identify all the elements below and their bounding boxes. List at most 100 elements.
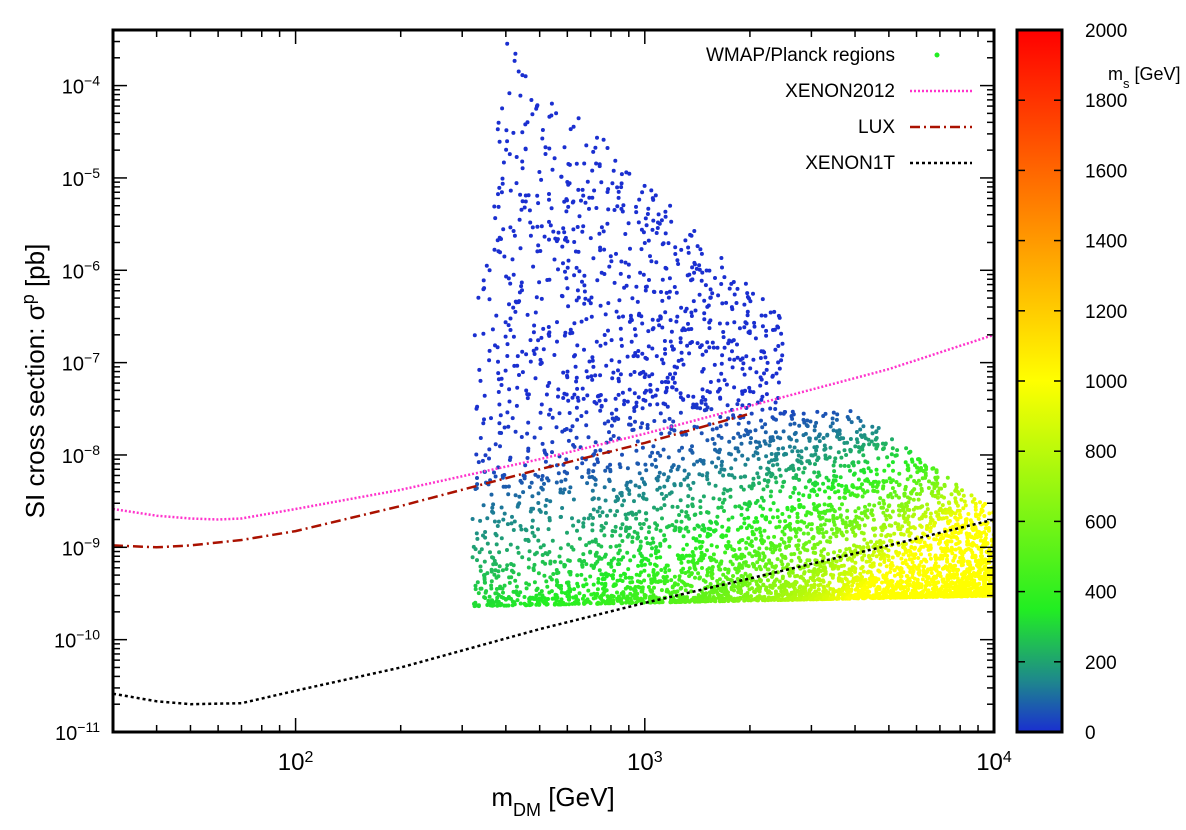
scatter-point	[966, 539, 970, 544]
scatter-point	[836, 576, 841, 581]
scatter-point	[867, 502, 872, 507]
scatter-point	[495, 595, 500, 600]
scatter-point	[768, 507, 773, 512]
scatter-point	[539, 335, 544, 340]
scatter-point	[919, 524, 924, 529]
scatter-point	[628, 422, 633, 427]
scatter-point	[560, 244, 565, 249]
scatter-point	[489, 579, 494, 584]
scatter-point	[565, 471, 570, 476]
scatter-point	[598, 303, 603, 308]
scatter-point	[619, 557, 624, 562]
scatter-point	[688, 486, 693, 491]
scatter-point	[973, 501, 978, 506]
scatter-point	[819, 510, 824, 515]
scatter-point	[807, 510, 812, 515]
scatter-point	[897, 495, 901, 500]
scatter-point	[731, 554, 736, 559]
scatter-point	[677, 513, 682, 517]
scatter-point	[792, 591, 797, 596]
scatter-point	[635, 354, 640, 359]
scatter-point	[855, 440, 860, 445]
scatter-point	[691, 536, 696, 541]
scatter-point	[973, 504, 978, 509]
scatter-point	[789, 552, 794, 557]
scatter-point	[524, 388, 529, 393]
scatter-point	[736, 598, 741, 603]
scatter-point	[700, 270, 705, 275]
scatter-point	[711, 496, 716, 501]
scatter-point	[546, 527, 551, 532]
scatter-point	[587, 195, 592, 200]
scatter-point	[628, 586, 633, 591]
scatter-point	[686, 559, 691, 564]
scatter-point	[860, 444, 865, 449]
scatter-point	[874, 554, 879, 559]
scatter-point	[678, 586, 683, 591]
scatter-point	[733, 457, 738, 462]
scatter-point	[634, 284, 639, 289]
scatter-point	[886, 548, 891, 553]
scatter-point	[712, 362, 717, 367]
scatter-point	[685, 504, 690, 509]
scatter-point	[958, 560, 963, 564]
scatter-point	[536, 527, 540, 532]
scatter-point	[565, 239, 570, 244]
scatter-point	[616, 558, 621, 562]
scatter-point	[636, 584, 641, 589]
scatter-point	[752, 320, 757, 325]
scatter-point	[798, 550, 803, 555]
scatter-point	[763, 313, 768, 318]
scatter-point	[949, 565, 954, 570]
scatter-point	[662, 538, 667, 543]
scatter-point	[876, 548, 881, 553]
scatter-point	[826, 590, 831, 595]
scatter-point	[900, 561, 905, 565]
scatter-point	[809, 522, 814, 527]
scatter-point	[908, 525, 913, 530]
scatter-point	[771, 463, 775, 468]
scatter-point	[657, 221, 662, 226]
scatter-point	[954, 588, 959, 593]
scatter-point	[599, 270, 604, 275]
scatter-point	[934, 469, 939, 473]
scatter-point	[960, 556, 965, 561]
scatter-point	[740, 403, 745, 408]
scatter-point	[738, 434, 743, 439]
scatter-point	[585, 481, 590, 486]
scatter-point	[830, 416, 835, 421]
scatter-point	[626, 274, 631, 279]
scatter-point	[973, 527, 978, 531]
scatter-point	[739, 506, 744, 511]
scatter-point	[685, 273, 690, 278]
scatter-point	[695, 405, 700, 410]
scatter-point	[508, 328, 513, 332]
scatter-point	[951, 534, 956, 539]
scatter-point	[471, 544, 476, 549]
scatter-point	[592, 476, 597, 481]
scatter-point	[538, 357, 543, 362]
scatter-point	[621, 591, 626, 596]
scatter-point	[544, 579, 549, 584]
scatter-point	[612, 208, 617, 212]
scatter-point	[543, 459, 548, 464]
scatter-point	[872, 442, 877, 447]
scatter-point	[745, 574, 750, 579]
scatter-point	[682, 595, 687, 600]
scatter-point	[642, 390, 647, 395]
scatter-point	[563, 477, 568, 482]
scatter-point	[740, 356, 745, 361]
scatter-point	[664, 494, 669, 498]
scatter-point	[510, 416, 515, 421]
scatter-point	[822, 565, 827, 570]
scatter-point	[618, 372, 623, 377]
scatter-point	[656, 212, 661, 217]
scatter-point	[817, 595, 822, 600]
scatter-point	[520, 288, 524, 293]
scatter-point	[550, 450, 554, 455]
scatter-point	[955, 503, 960, 508]
scatter-point	[659, 568, 664, 572]
scatter-point	[574, 465, 579, 470]
scatter-point	[518, 192, 523, 197]
scatter-point	[861, 569, 866, 574]
